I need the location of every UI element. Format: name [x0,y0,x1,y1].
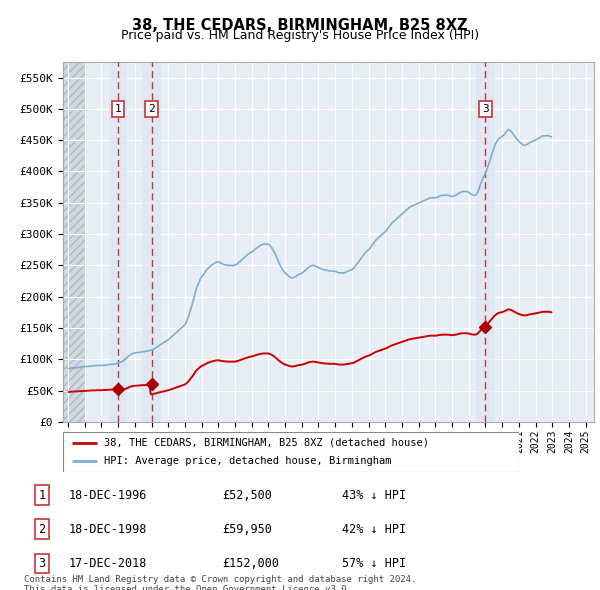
Text: 3: 3 [38,557,46,570]
Text: 18-DEC-1996: 18-DEC-1996 [69,489,148,502]
Text: 17-DEC-2018: 17-DEC-2018 [69,557,148,570]
Text: 38, THE CEDARS, BIRMINGHAM, B25 8XZ: 38, THE CEDARS, BIRMINGHAM, B25 8XZ [132,18,468,32]
Bar [142,62,161,422]
Bar [109,62,127,422]
Text: HPI: Average price, detached house, Birmingham: HPI: Average price, detached house, Birm… [104,456,392,466]
Text: £52,500: £52,500 [222,489,272,502]
Text: £59,950: £59,950 [222,523,272,536]
Text: 42% ↓ HPI: 42% ↓ HPI [342,523,406,536]
Text: 3: 3 [482,104,489,114]
Text: 38, THE CEDARS, BIRMINGHAM, B25 8XZ (detached house): 38, THE CEDARS, BIRMINGHAM, B25 8XZ (det… [104,438,429,448]
Text: Contains HM Land Registry data © Crown copyright and database right 2024.
This d: Contains HM Land Registry data © Crown c… [24,575,416,590]
Text: 1: 1 [38,489,46,502]
Text: 57% ↓ HPI: 57% ↓ HPI [342,557,406,570]
Text: 18-DEC-1998: 18-DEC-1998 [69,523,148,536]
Text: 1: 1 [115,104,121,114]
Text: £152,000: £152,000 [222,557,279,570]
Text: Price paid vs. HM Land Registry's House Price Index (HPI): Price paid vs. HM Land Registry's House … [121,30,479,42]
Text: 43% ↓ HPI: 43% ↓ HPI [342,489,406,502]
FancyBboxPatch shape [63,432,519,472]
Text: 2: 2 [38,523,46,536]
Bar [63,62,85,422]
Bar [476,62,494,422]
Text: 2: 2 [148,104,155,114]
